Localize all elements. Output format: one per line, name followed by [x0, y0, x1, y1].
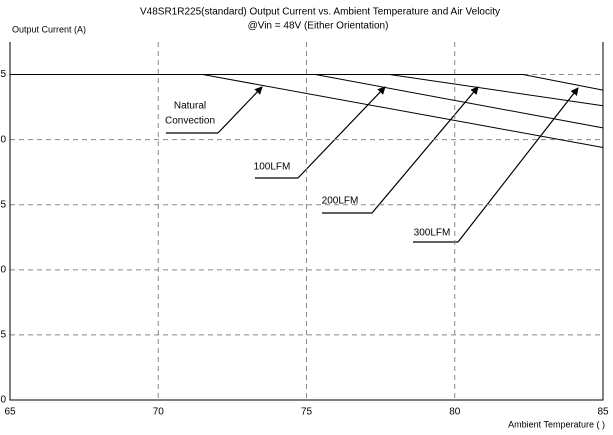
y-tick-label: 0: [0, 134, 6, 145]
annotation: Natural: [174, 101, 206, 112]
x-tick-label: 80: [449, 407, 461, 418]
x-tick-label: 70: [153, 407, 165, 418]
x-tick-label: 75: [301, 407, 313, 418]
x-tick-label: 85: [597, 407, 609, 418]
annotation-arrows: [166, 86, 579, 243]
series-line: [10, 74, 604, 91]
chart-title: V48SR1R225(standard) Output Current vs. …: [140, 7, 500, 18]
y-tick-label: 5: [0, 69, 6, 80]
annotation: 200LFM: [322, 196, 359, 207]
x-axis-label: Ambient Temperature ( ): [508, 419, 605, 429]
y-tick-label: 0: [0, 395, 6, 406]
y-axis-label: Output Current (A): [12, 24, 86, 34]
y-tick-label: 5: [0, 330, 6, 341]
annotation: 100LFM: [254, 162, 291, 173]
y-tick-label: 5: [0, 199, 6, 210]
annotation: Convection: [165, 116, 215, 127]
y-tick-label: 0: [0, 264, 6, 275]
annotation: 300LFM: [414, 228, 451, 239]
x-tick-label: 65: [4, 407, 16, 418]
plot-frame: [9, 42, 604, 401]
chart-subtitle: @Vin = 48V (Either Orientation): [248, 21, 389, 32]
